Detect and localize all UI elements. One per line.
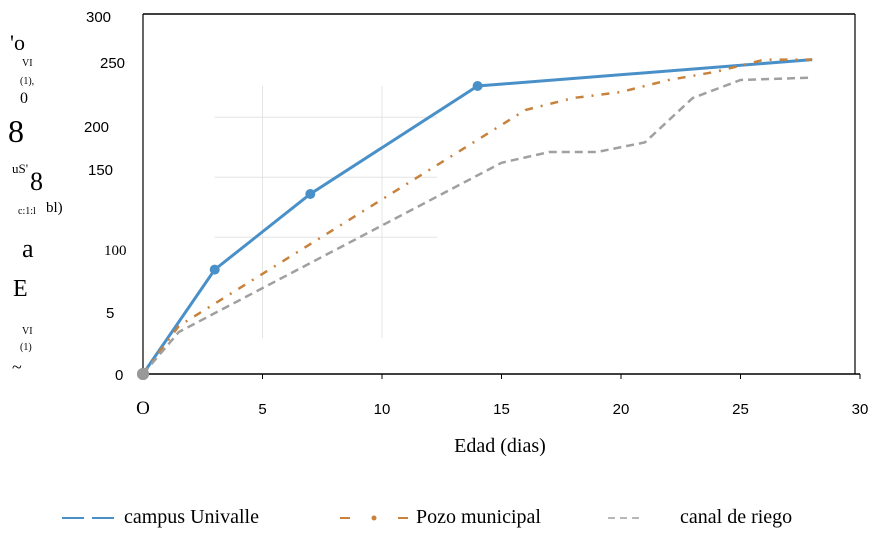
legend: campus Univalle Pozo municipal canal de … [0,506,874,532]
legend-item-canal-de-riego: canal de riego [606,506,792,529]
data-point [209,264,220,275]
legend-swatch-campus-univalle [62,516,122,519]
y-label-fragment: 8 [30,167,43,196]
x-tick-label: 20 [613,401,630,418]
y-tick-label: 100 [104,243,127,259]
x-tick-labels: O 5 10 15 20 25 30 [136,398,868,419]
y-tick-label: 200 [84,119,109,136]
x-tick-label: O [136,398,150,419]
y-label-fragment: ~ [12,357,22,377]
y-label-fragment: a [22,234,34,263]
legend-item-pozo-municipal: Pozo municipal [336,506,541,529]
y-label-fragment: (1), [20,76,34,87]
origin-point [137,368,149,380]
series-layer [137,58,813,380]
y-label-fragment: 'o [10,30,25,55]
x-axis-label: Edad (dias) [454,435,546,457]
x-tick-label: 25 [732,401,749,418]
y-label-fragment: (1) [20,342,32,353]
legend-swatch-pozo-municipal [340,515,408,520]
y-tick-label: 250 [100,55,125,72]
legend-swatch-canal-de-riego [608,516,642,519]
x-tick-label: 15 [493,401,510,418]
legend-label: Pozo municipal [416,506,541,528]
grid [214,86,437,338]
y-label-fragment: c:1:l [18,206,36,217]
y-tick-label: 150 [88,162,113,179]
x-tick-label: 10 [374,401,391,418]
y-label-fragment: 0 [20,90,28,107]
series-line-2 [142,76,813,375]
legend-label: campus Univalle [124,506,259,528]
y-label-fragment: uS' [12,161,28,176]
x-tick-label: 30 [852,401,869,418]
y-tick-labels: 0 5 100 150 200 250 300 [84,9,127,384]
series-line-1 [141,58,813,375]
y-label-fragment: 8 [8,113,24,149]
data-point [305,189,316,199]
series-line-0 [141,58,813,375]
y-tick-label: 300 [86,9,111,26]
chart: 0 5 100 150 200 250 300 O 5 10 15 20 25 30 'o VI (1), 0… [8,9,868,457]
y-tick-label: 5 [106,305,114,322]
y-tick-label: 0 [115,367,123,384]
x-tick-label: 5 [258,401,266,418]
y-label-fragment: bl) [46,200,63,216]
data-point [472,81,483,91]
y-label-fragment: VI [22,326,33,337]
y-label-fragment: VI [22,58,33,69]
legend-label: canal de riego [680,506,793,528]
axes [142,13,861,379]
legend-item-campus-univalle: campus Univalle [60,506,259,529]
y-label-fragment: E [13,276,28,302]
